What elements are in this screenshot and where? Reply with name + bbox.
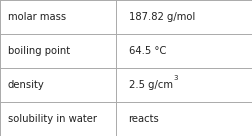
Text: density: density <box>8 80 44 90</box>
Text: molar mass: molar mass <box>8 12 66 22</box>
Text: 64.5 °C: 64.5 °C <box>129 46 166 56</box>
Text: 187.82 g/mol: 187.82 g/mol <box>129 12 195 22</box>
Text: reacts: reacts <box>129 114 159 124</box>
Text: solubility in water: solubility in water <box>8 114 97 124</box>
Text: boiling point: boiling point <box>8 46 70 56</box>
Text: 3: 3 <box>174 75 178 81</box>
Text: 2.5 g/cm: 2.5 g/cm <box>129 80 173 90</box>
